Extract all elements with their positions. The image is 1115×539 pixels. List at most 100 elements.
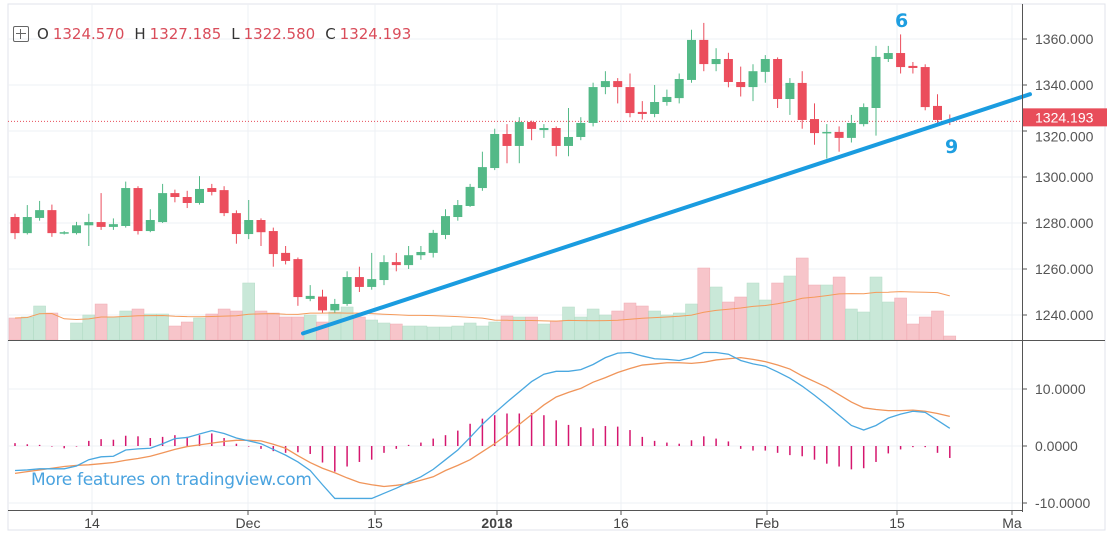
candle-body xyxy=(699,39,709,65)
candle xyxy=(810,103,819,145)
volume-bar xyxy=(672,312,686,340)
open-label: O xyxy=(37,25,49,43)
volume-bar xyxy=(722,301,735,340)
volume-bar xyxy=(353,316,366,340)
candle-body xyxy=(293,259,303,298)
time-axis-label: 16 xyxy=(613,515,629,531)
annotation-label: 9 xyxy=(945,136,958,158)
candle-body xyxy=(145,220,155,232)
candle xyxy=(342,271,352,306)
candle-body xyxy=(72,225,81,234)
candle xyxy=(773,57,783,108)
candle xyxy=(293,257,303,306)
candle-body xyxy=(933,105,942,120)
volume-bar xyxy=(45,312,59,340)
candle xyxy=(379,255,389,286)
candle-body xyxy=(760,59,770,72)
time-axis-label: 2018 xyxy=(481,515,512,531)
candle-body xyxy=(859,107,869,125)
volume-bar xyxy=(845,308,858,340)
candle xyxy=(108,218,118,230)
candle-body xyxy=(59,232,69,234)
candle xyxy=(35,200,45,221)
candle xyxy=(859,103,869,127)
candle xyxy=(121,181,131,228)
candle xyxy=(490,128,500,171)
volume-bar xyxy=(906,323,920,340)
volume-ma-line xyxy=(14,291,950,322)
candle xyxy=(600,71,610,95)
volume-bar xyxy=(402,325,415,340)
price-axis-label: 1360.000 xyxy=(1035,31,1094,47)
signal-line xyxy=(14,356,950,488)
volume-bar xyxy=(882,301,895,340)
candle-body xyxy=(662,96,672,103)
candle-body xyxy=(637,111,647,114)
candle-body xyxy=(35,210,45,218)
candle xyxy=(797,71,807,129)
candle-body xyxy=(625,87,635,114)
candle-body xyxy=(723,59,733,83)
candle-body xyxy=(268,231,278,255)
candle-body xyxy=(514,122,524,146)
volume-bar xyxy=(193,317,206,340)
candle-body xyxy=(465,186,475,206)
volume-bar xyxy=(525,316,538,340)
candle xyxy=(96,193,106,230)
volume-bar xyxy=(70,322,83,340)
volume-bar xyxy=(783,275,797,340)
volume-bar xyxy=(94,303,108,340)
watermark-link[interactable]: More features on tradingview.com xyxy=(31,470,312,490)
volume-bar xyxy=(562,306,575,340)
candle-body xyxy=(404,255,414,266)
candle xyxy=(822,124,832,159)
candle-body xyxy=(490,133,500,169)
candle xyxy=(564,108,573,157)
candle-body xyxy=(748,71,758,88)
candle xyxy=(551,126,561,157)
price-axis-label: 1280.000 xyxy=(1035,215,1094,231)
volume-bar xyxy=(217,308,231,340)
candle-body xyxy=(121,188,131,226)
candle-body xyxy=(305,295,315,299)
volume-bar xyxy=(291,316,305,340)
candle-body xyxy=(674,79,684,99)
volume-bar xyxy=(709,286,723,340)
candle-body xyxy=(318,296,327,311)
candle-body xyxy=(687,39,696,80)
candle-body xyxy=(502,133,512,146)
candle-body xyxy=(354,277,364,287)
macd-axis-label: 0.0000 xyxy=(1035,438,1078,454)
volume-bar xyxy=(340,306,354,340)
candle xyxy=(674,73,684,104)
macd-axis-label: -10.0000 xyxy=(1035,495,1090,511)
candle-body xyxy=(330,303,340,311)
candle-body xyxy=(195,188,204,203)
volume-bar xyxy=(439,326,452,340)
volume-bar xyxy=(254,310,268,340)
volume-bar xyxy=(377,322,391,340)
volume-bar xyxy=(648,310,661,340)
candle xyxy=(367,252,377,290)
candle-body xyxy=(871,56,881,108)
candle xyxy=(244,200,254,240)
candle xyxy=(170,189,180,203)
time-axis-label: 14 xyxy=(84,515,100,531)
candle xyxy=(908,62,918,74)
candle xyxy=(453,200,463,221)
candle xyxy=(723,52,733,88)
plus-square-icon[interactable] xyxy=(13,26,29,42)
candle xyxy=(588,82,598,127)
volume-bar xyxy=(931,310,944,340)
volume-bar xyxy=(660,314,674,340)
candle xyxy=(613,78,623,104)
candle-body xyxy=(797,82,807,120)
candle xyxy=(354,266,364,292)
candle-body xyxy=(47,210,57,234)
volume-bar xyxy=(586,308,600,340)
volume-bar xyxy=(869,276,883,340)
volume-bar xyxy=(832,276,846,340)
close-label: C xyxy=(325,25,336,43)
candle-body xyxy=(773,59,783,100)
